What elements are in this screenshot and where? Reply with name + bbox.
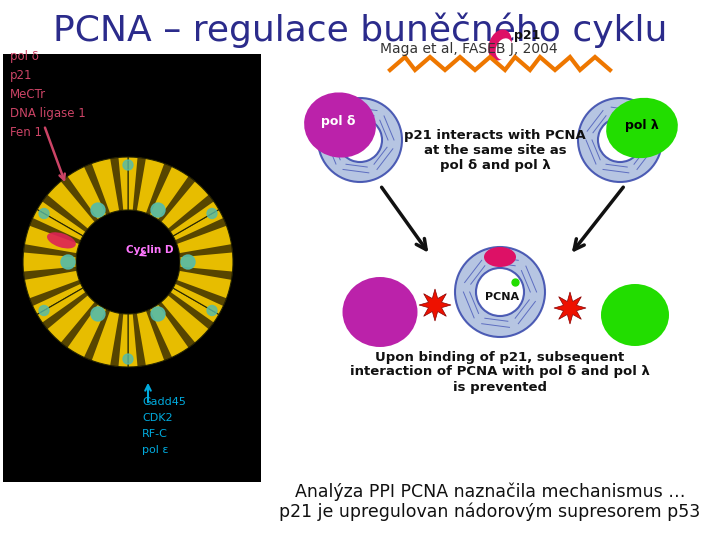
Polygon shape: [42, 195, 88, 232]
Polygon shape: [158, 302, 195, 348]
Ellipse shape: [484, 247, 516, 267]
Circle shape: [207, 306, 217, 315]
Ellipse shape: [606, 98, 678, 158]
Text: PCNA – regulace buněčného cyklu: PCNA – regulace buněčného cyklu: [53, 13, 667, 49]
Polygon shape: [60, 176, 98, 222]
Text: pol λ: pol λ: [625, 118, 659, 132]
Polygon shape: [110, 313, 123, 367]
Polygon shape: [128, 157, 219, 236]
Polygon shape: [132, 158, 146, 211]
Polygon shape: [42, 292, 88, 329]
Polygon shape: [132, 313, 146, 367]
Polygon shape: [175, 280, 227, 306]
Text: p21 interacts with PCNA
at the same site as
pol δ and pol λ: p21 interacts with PCNA at the same site…: [404, 129, 586, 172]
Text: Maga et al, FASEB J, 2004: Maga et al, FASEB J, 2004: [380, 42, 557, 56]
Circle shape: [39, 208, 49, 219]
Polygon shape: [175, 218, 227, 244]
Polygon shape: [37, 157, 128, 236]
Polygon shape: [30, 218, 81, 244]
Text: DNA ligase 1: DNA ligase 1: [10, 107, 86, 120]
Ellipse shape: [601, 284, 669, 346]
Polygon shape: [179, 244, 233, 257]
Circle shape: [61, 255, 75, 269]
Circle shape: [151, 307, 165, 321]
Polygon shape: [146, 164, 172, 215]
Text: Cyclin D: Cyclin D: [126, 245, 174, 255]
Polygon shape: [173, 210, 233, 314]
Text: Analýza PPI PCNA naznačila mechanismus …: Analýza PPI PCNA naznačila mechanismus …: [294, 483, 685, 501]
Polygon shape: [37, 288, 128, 367]
Polygon shape: [30, 280, 81, 306]
Ellipse shape: [343, 277, 418, 347]
Circle shape: [91, 203, 105, 217]
Ellipse shape: [304, 92, 376, 158]
Polygon shape: [24, 267, 77, 280]
Circle shape: [181, 255, 195, 269]
Text: p21 je upregulovan nádorovým supresorem p53: p21 je upregulovan nádorovým supresorem …: [279, 503, 701, 521]
Polygon shape: [110, 158, 123, 211]
Polygon shape: [24, 244, 77, 257]
Polygon shape: [168, 292, 214, 329]
Text: p21: p21: [514, 29, 541, 42]
Text: pol δ: pol δ: [10, 50, 39, 63]
Polygon shape: [60, 302, 98, 348]
Polygon shape: [168, 195, 214, 232]
Text: pol δ: pol δ: [321, 116, 355, 129]
Text: Upon binding of p21, subsequent
interaction of PCNA with pol δ and pol λ
is prev: Upon binding of p21, subsequent interact…: [350, 350, 650, 394]
Text: pol ε: pol ε: [142, 445, 168, 455]
Polygon shape: [419, 289, 451, 321]
Text: p21: p21: [10, 69, 32, 82]
Polygon shape: [179, 267, 233, 280]
Polygon shape: [84, 309, 110, 361]
Polygon shape: [23, 210, 83, 314]
Text: Gadd45: Gadd45: [142, 397, 186, 407]
Ellipse shape: [488, 30, 512, 60]
Polygon shape: [146, 309, 172, 361]
Circle shape: [123, 354, 133, 364]
Polygon shape: [84, 164, 110, 215]
Polygon shape: [128, 288, 219, 367]
Text: MeCTr: MeCTr: [10, 88, 46, 101]
Bar: [3, 54, 261, 482]
Ellipse shape: [47, 232, 76, 248]
Text: Fen 1: Fen 1: [10, 126, 42, 139]
Circle shape: [123, 160, 133, 170]
Text: PCNA: PCNA: [485, 292, 519, 302]
Circle shape: [39, 306, 49, 315]
Polygon shape: [158, 176, 195, 222]
Polygon shape: [554, 292, 586, 324]
Text: RF-C: RF-C: [142, 429, 168, 439]
Circle shape: [151, 203, 165, 217]
Circle shape: [91, 307, 105, 321]
Ellipse shape: [495, 38, 513, 60]
Text: CDK2: CDK2: [142, 413, 173, 423]
Circle shape: [207, 208, 217, 219]
